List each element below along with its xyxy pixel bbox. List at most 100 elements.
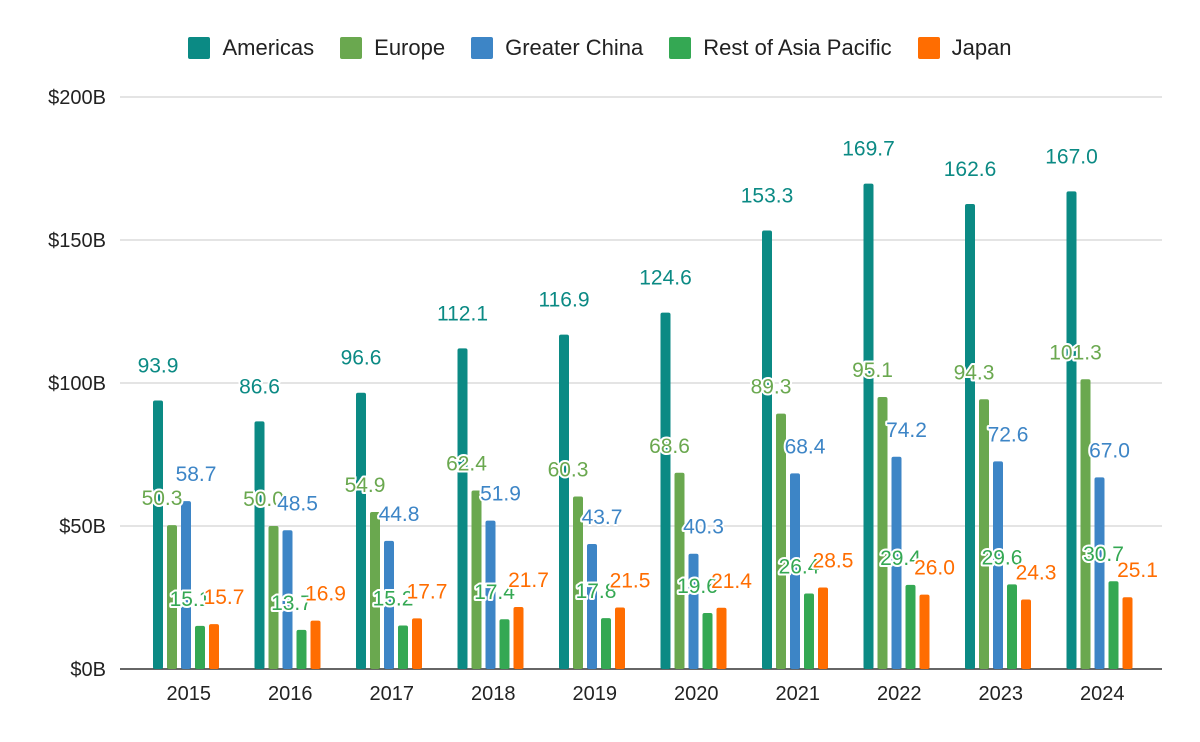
bar-americas — [1066, 191, 1077, 669]
data-label: 15.1 — [170, 588, 211, 611]
legend-item: Japan — [917, 35, 1012, 61]
data-label: 124.6 — [639, 267, 692, 290]
y-tick-label: $100B — [48, 373, 106, 395]
data-label: 116.9 — [539, 289, 590, 312]
bar-europe — [1080, 379, 1091, 669]
legend-swatch — [188, 37, 211, 59]
legend-label: Americas — [222, 35, 315, 60]
bar-americas — [254, 421, 265, 669]
bar-americas — [660, 312, 671, 669]
data-label: 54.9 — [345, 474, 386, 497]
data-label: 26.0 — [914, 557, 955, 580]
data-label: 21.7 — [508, 569, 549, 592]
legend-item: Europe — [340, 35, 445, 61]
bar-rest-of-asia-pacific — [398, 625, 408, 669]
bar-rest-of-asia-pacific — [804, 593, 814, 669]
data-label: 25.1 — [1117, 559, 1158, 582]
bar-japan — [513, 606, 524, 669]
data-label: 21.5 — [610, 570, 651, 593]
data-label: 13.7 — [271, 592, 312, 615]
x-tick-label: 2018 — [471, 683, 516, 705]
bar-rest-of-asia-pacific — [601, 618, 611, 669]
legend-label: Greater China — [505, 35, 644, 60]
bar-europe — [877, 397, 888, 669]
y-tick-label: $200B — [48, 87, 106, 109]
x-tick-label: 2016 — [268, 683, 313, 705]
x-tick-label: 2015 — [167, 683, 212, 705]
bar-greater-china — [282, 530, 293, 669]
bar-rest-of-asia-pacific — [1007, 584, 1017, 669]
bar-europe — [471, 490, 482, 669]
x-tick-label: 2019 — [573, 683, 618, 705]
data-label: 60.3 — [548, 459, 589, 482]
data-label: 50.0 — [243, 488, 284, 511]
data-label: 94.3 — [954, 361, 995, 384]
legend-label: Japan — [951, 35, 1012, 60]
x-tick-label: 2020 — [674, 683, 719, 705]
legend-item: Americas — [188, 35, 314, 61]
y-tick-label: $150B — [48, 230, 106, 252]
bar-rest-of-asia-pacific — [499, 619, 510, 669]
data-label: 40.3 — [683, 516, 724, 539]
bar-americas — [965, 203, 975, 670]
data-label: 67.0 — [1089, 439, 1130, 462]
bar-americas — [153, 400, 163, 669]
bar-americas — [863, 183, 874, 669]
x-tick-label: 2022 — [877, 683, 922, 705]
bar-rest-of-asia-pacific — [702, 612, 713, 669]
bar-japan — [1122, 597, 1133, 669]
bar-greater-china — [485, 520, 496, 669]
bar-japan — [919, 594, 930, 669]
bar-rest-of-asia-pacific — [905, 584, 916, 669]
x-tick-label: 2021 — [776, 683, 821, 705]
data-label: 43.7 — [582, 506, 623, 529]
bar-europe — [370, 511, 380, 669]
data-label: 62.4 — [446, 453, 487, 476]
bar-rest-of-asia-pacific — [195, 625, 205, 669]
data-label: 51.9 — [480, 483, 521, 506]
data-label: 167.0 — [1045, 145, 1098, 168]
legend: Americas Europe Greater China Rest of Asia … — [0, 28, 1200, 68]
bar-americas — [559, 334, 569, 669]
data-label: 169.7 — [842, 138, 895, 161]
x-tick-label: 2017 — [370, 683, 415, 705]
x-tick-label: 2024 — [1080, 683, 1125, 705]
legend-swatch — [917, 37, 940, 59]
data-label: 68.4 — [785, 435, 826, 458]
bar-greater-china — [688, 553, 699, 669]
bar-greater-china — [181, 501, 191, 669]
bar-japan — [310, 620, 321, 669]
bar-europe — [573, 496, 583, 669]
data-label: 17.4 — [474, 581, 515, 604]
bar-europe — [776, 413, 786, 669]
data-label: 17.8 — [576, 580, 617, 603]
bar-japan — [818, 587, 828, 669]
bar-japan — [716, 607, 727, 669]
data-label: 26.4 — [779, 555, 820, 578]
bar-japan — [209, 624, 219, 669]
data-label: 50.3 — [142, 487, 183, 510]
data-label: 24.3 — [1016, 562, 1057, 585]
bar-europe — [674, 472, 685, 669]
bar-greater-china — [891, 456, 902, 669]
bar-greater-china — [587, 544, 597, 669]
legend-item: Greater China — [471, 35, 643, 61]
bar-greater-china — [790, 473, 800, 669]
data-label: 16.9 — [305, 583, 346, 606]
bar-greater-china — [384, 540, 394, 669]
data-label: 29.6 — [982, 546, 1023, 569]
data-label: 48.5 — [277, 492, 318, 515]
bar-americas — [457, 348, 468, 669]
data-label: 30.7 — [1083, 543, 1124, 566]
data-label: 162.6 — [944, 158, 997, 181]
bar-greater-china — [1094, 477, 1105, 669]
bar-rest-of-asia-pacific — [1108, 581, 1119, 669]
bar-americas — [356, 392, 366, 669]
bar-europe — [268, 526, 279, 669]
bar-japan — [615, 607, 625, 669]
data-label: 95.1 — [852, 359, 893, 382]
legend-swatch — [669, 37, 692, 59]
data-label: 44.8 — [379, 503, 420, 526]
data-label: 28.5 — [813, 549, 854, 572]
